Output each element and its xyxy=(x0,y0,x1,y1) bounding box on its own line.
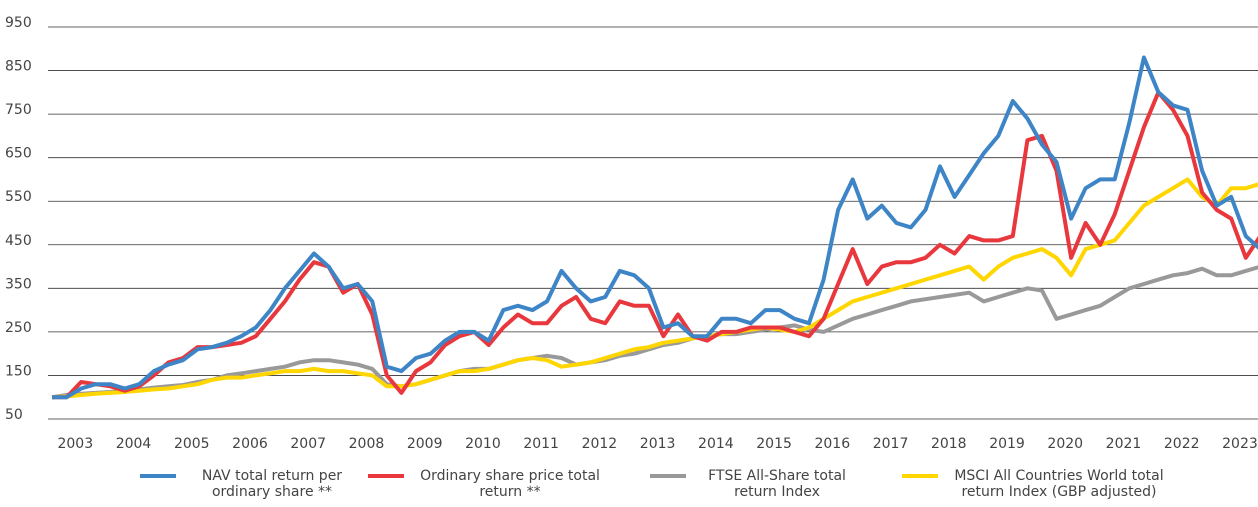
series-line xyxy=(51,265,1258,400)
x-tick-label: 2016 xyxy=(814,436,850,452)
x-tick-label: 2021 xyxy=(1106,436,1142,452)
legend-swatch xyxy=(368,474,404,478)
x-tick-label: 2019 xyxy=(989,436,1025,452)
y-tick-label: 350 xyxy=(5,276,32,292)
x-tick-label: 2022 xyxy=(1164,436,1200,452)
legend-swatch xyxy=(650,474,686,478)
legend-label: MSCI All Countries World total return In… xyxy=(954,468,1164,500)
x-tick-label: 2010 xyxy=(465,436,501,452)
legend-swatch xyxy=(140,474,176,478)
legend-item: MSCI All Countries World total return In… xyxy=(902,468,1174,500)
x-tick-label: 2005 xyxy=(174,436,210,452)
x-tick-label: 2007 xyxy=(290,436,326,452)
chart: 50 150 250 350 450 550 650 750 850 950 2003 2004 200… xyxy=(5,15,1258,452)
x-tick-label: 2004 xyxy=(116,436,152,452)
x-tick-label: 2006 xyxy=(232,436,268,452)
y-tick-label: 450 xyxy=(5,233,32,249)
x-tick-label: 2014 xyxy=(698,436,734,452)
legend-item: FTSE All-Share total return Index xyxy=(650,468,862,500)
legend-label: NAV total return per ordinary share ** xyxy=(201,468,343,500)
y-tick-label: 750 xyxy=(5,102,32,118)
legend-swatch xyxy=(902,474,938,478)
x-tick-label: 2008 xyxy=(349,436,385,452)
legend-item: Ordinary share price total return ** xyxy=(368,468,610,500)
x-tick-label: 2012 xyxy=(582,436,618,452)
x-tick-label: 2009 xyxy=(407,436,443,452)
x-tick-label: 2011 xyxy=(523,436,559,452)
series-line xyxy=(51,177,1258,400)
legend-label: Ordinary share price total return ** xyxy=(420,468,600,500)
y-tick-label: 250 xyxy=(5,320,32,336)
y-tick-label: 950 xyxy=(5,15,32,31)
y-tick-label: 50 xyxy=(5,407,23,423)
series-line xyxy=(52,90,1258,400)
y-tick-label: 850 xyxy=(5,59,32,75)
x-tick-label: 2015 xyxy=(756,436,792,452)
y-tick-label: 150 xyxy=(5,363,32,379)
x-tick-label: 2023 xyxy=(1222,436,1258,452)
y-tick-label: 650 xyxy=(5,146,32,162)
x-tick-label: 2017 xyxy=(873,436,909,452)
y-tick-label: 550 xyxy=(5,189,32,205)
series-line xyxy=(52,55,1258,400)
x-tick-label: 2018 xyxy=(931,436,967,452)
x-tick-label: 2013 xyxy=(640,436,676,452)
x-tick-label: 2003 xyxy=(57,436,93,452)
x-tick-label: 2020 xyxy=(1047,436,1083,452)
legend-item: NAV total return per ordinary share ** xyxy=(140,468,362,500)
legend-label: FTSE All-Share total return Index xyxy=(708,468,846,500)
